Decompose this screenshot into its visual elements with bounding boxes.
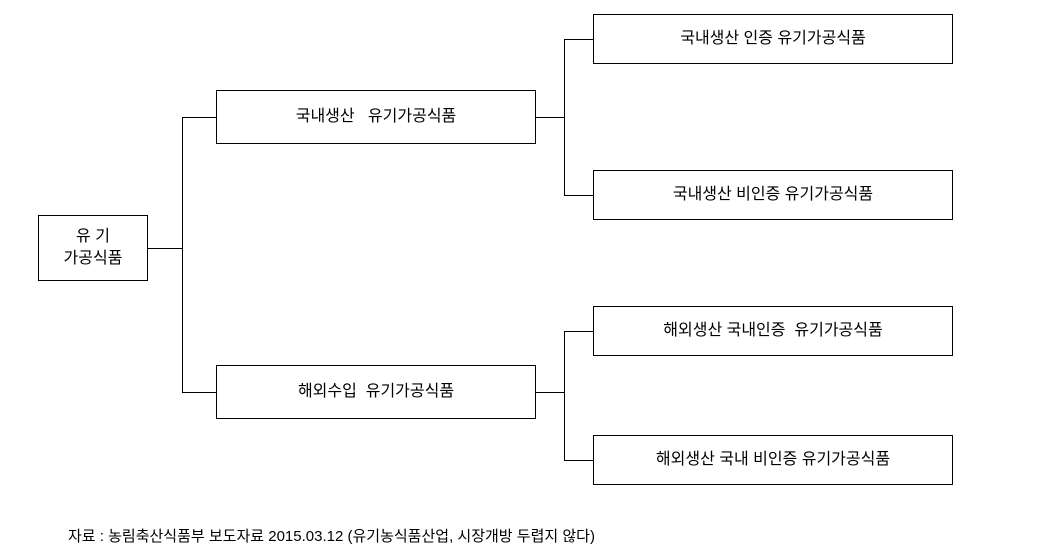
connector — [536, 392, 564, 393]
connector — [182, 117, 216, 118]
connector — [564, 39, 593, 40]
connector — [564, 331, 593, 332]
connector — [536, 117, 564, 118]
node-domestic-production: 국내생산 유기가공식품 — [216, 90, 536, 144]
node-domestic-certified: 국내생산 인증 유기가공식품 — [593, 14, 953, 64]
connector — [182, 117, 183, 392]
connector — [564, 39, 565, 195]
connector — [182, 392, 216, 393]
node-root: 유 기 가공식품 — [38, 215, 148, 281]
node-domestic-uncertified: 국내생산 비인증 유기가공식품 — [593, 170, 953, 220]
node-foreign-domestic-certified: 해외생산 국내인증 유기가공식품 — [593, 306, 953, 356]
connector — [148, 248, 182, 249]
node-foreign-domestic-uncertified: 해외생산 국내 비인증 유기가공식품 — [593, 435, 953, 485]
connector — [564, 331, 565, 460]
node-foreign-import: 해외수입 유기가공식품 — [216, 365, 536, 419]
connector — [564, 460, 593, 461]
connector — [564, 195, 593, 196]
source-citation: 자료 : 농림축산식품부 보도자료 2015.03.12 (유기농식품산업, 시… — [68, 525, 595, 546]
